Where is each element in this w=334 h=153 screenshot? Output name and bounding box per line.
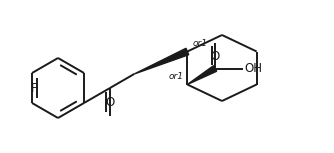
Text: F: F xyxy=(31,82,37,95)
Text: OH: OH xyxy=(244,62,262,75)
Text: O: O xyxy=(210,50,220,62)
Text: or1: or1 xyxy=(192,39,207,47)
Polygon shape xyxy=(134,48,189,74)
Text: or1: or1 xyxy=(168,71,183,80)
Polygon shape xyxy=(187,66,217,84)
Text: O: O xyxy=(105,96,115,109)
